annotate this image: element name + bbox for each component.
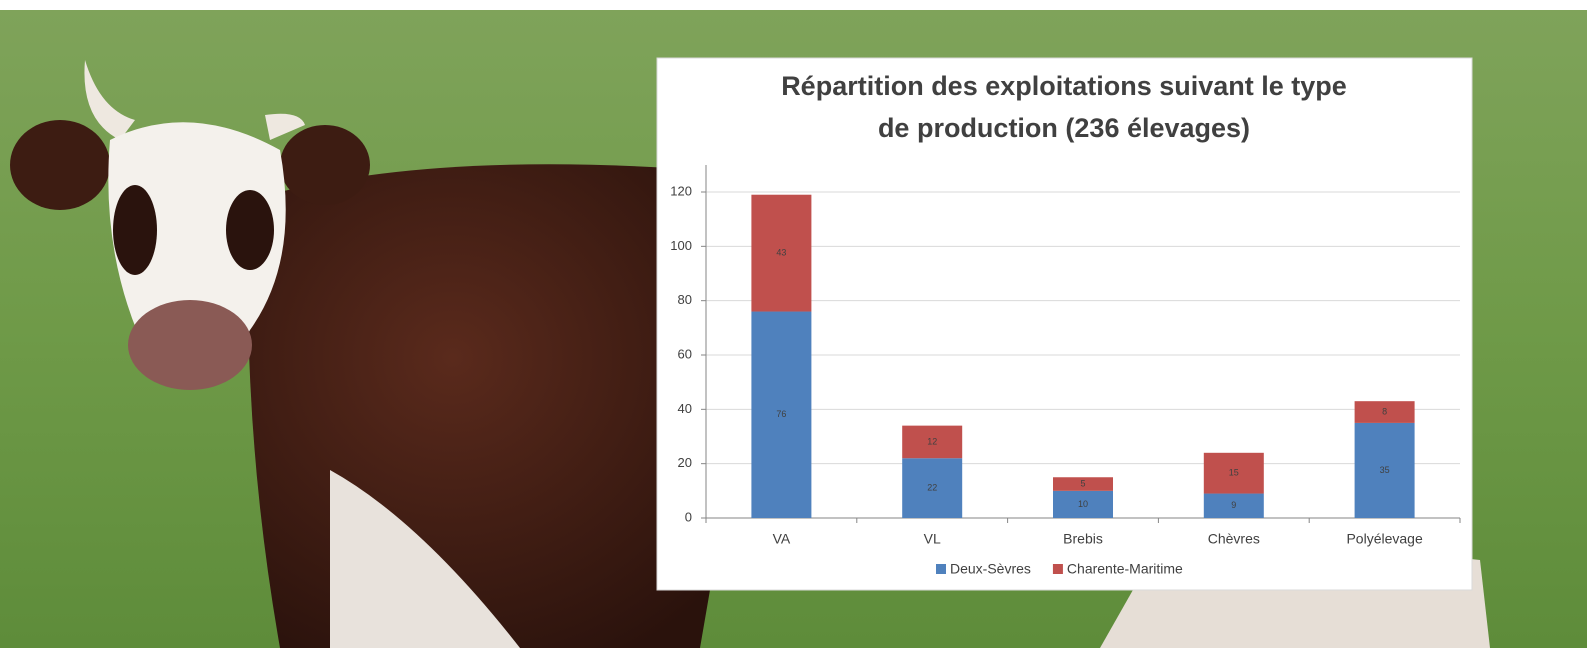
chart-title: de production (236 élevages) xyxy=(878,113,1250,143)
y-tick-label: 40 xyxy=(678,401,692,416)
y-tick-label: 60 xyxy=(678,346,692,361)
legend-label: Deux-Sèvres xyxy=(950,561,1031,577)
y-tick-label: 120 xyxy=(670,183,692,198)
screen: Répartition des exploitations suivant le… xyxy=(0,0,1587,648)
data-label: 5 xyxy=(1080,478,1085,488)
data-label: 10 xyxy=(1078,499,1088,509)
data-label: 12 xyxy=(927,436,937,446)
cow-eye-patch xyxy=(226,190,274,270)
x-tick-label: Brebis xyxy=(1063,531,1103,547)
legend-label: Charente-Maritime xyxy=(1067,561,1183,577)
x-tick-label: Polyélevage xyxy=(1346,531,1422,547)
legend-swatch xyxy=(936,564,946,574)
y-tick-label: 0 xyxy=(685,509,692,524)
y-tick-label: 80 xyxy=(678,292,692,307)
data-label: 9 xyxy=(1231,500,1236,510)
cow-ear xyxy=(280,125,370,205)
legend-swatch xyxy=(1053,564,1063,574)
cow-muzzle xyxy=(128,300,252,390)
data-label: 22 xyxy=(927,482,937,492)
data-label: 76 xyxy=(776,409,786,419)
chart-title: Répartition des exploitations suivant le… xyxy=(781,71,1347,101)
data-label: 8 xyxy=(1382,406,1387,416)
data-label: 35 xyxy=(1380,465,1390,475)
x-tick-label: Chèvres xyxy=(1208,531,1260,547)
page: Répartition des exploitations suivant le… xyxy=(0,0,1587,648)
x-tick-label: VA xyxy=(773,531,791,547)
cow-eye-patch xyxy=(113,185,157,275)
y-tick-label: 20 xyxy=(678,455,692,470)
cow-ear xyxy=(10,120,110,210)
data-label: 43 xyxy=(776,248,786,258)
data-label: 15 xyxy=(1229,468,1239,478)
y-tick-label: 100 xyxy=(670,238,692,253)
x-tick-label: VL xyxy=(924,531,941,547)
